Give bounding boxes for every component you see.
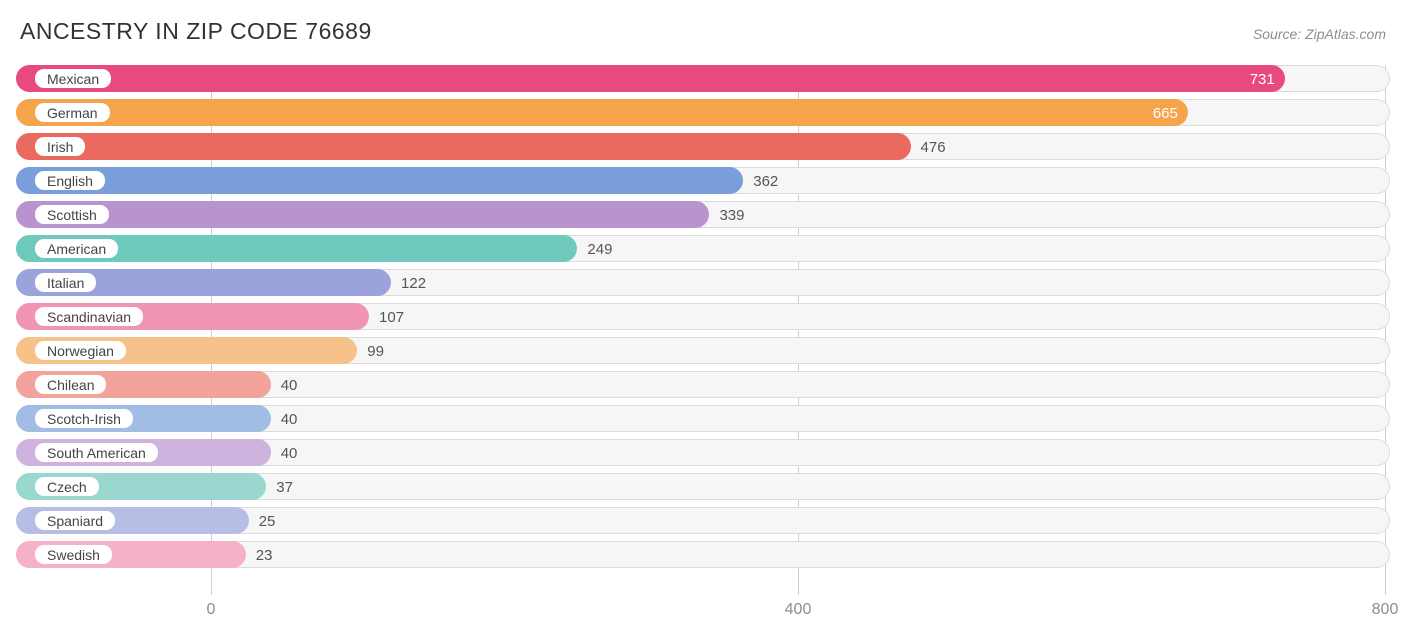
bar-value: 107 — [379, 304, 404, 331]
bar-label: Scotch-Irish — [35, 409, 133, 428]
bar-row: Scotch-Irish 40 — [16, 405, 1390, 432]
bar-value: 339 — [719, 202, 744, 229]
bar-value: 99 — [367, 338, 384, 365]
bar-row: Norwegian 99 — [16, 337, 1390, 364]
bar-row: Italian 122 — [16, 269, 1390, 296]
x-tick-label: 800 — [1372, 601, 1399, 619]
bar-label: American — [35, 239, 118, 258]
bar-value: 731 — [1250, 66, 1275, 93]
bar-row: South American 40 — [16, 439, 1390, 466]
bar-row: Irish 476 — [16, 133, 1390, 160]
bar — [16, 201, 709, 228]
bar-label: Irish — [35, 137, 85, 156]
bar-row: Czech 37 — [16, 473, 1390, 500]
bar-value: 665 — [1153, 100, 1178, 127]
bar-label: Swedish — [35, 545, 112, 564]
bar-label: Norwegian — [35, 341, 126, 360]
bar-label: English — [35, 171, 105, 190]
bar-label: Scottish — [35, 205, 109, 224]
bar — [16, 167, 743, 194]
bar-value: 40 — [281, 440, 298, 467]
bar — [16, 65, 1285, 92]
bar-label: Chilean — [35, 375, 106, 394]
bar-value: 362 — [753, 168, 778, 195]
bar-label: Italian — [35, 273, 96, 292]
bar-value: 122 — [401, 270, 426, 297]
bar-row: Spaniard 25 — [16, 507, 1390, 534]
bar-row: Swedish 23 — [16, 541, 1390, 568]
bar-value: 37 — [276, 474, 293, 501]
chart-area: Mexican 731 German 665 Irish 476 English 362 Sco… — [16, 65, 1390, 620]
bar-label: Mexican — [35, 69, 111, 88]
bar-value: 476 — [921, 134, 946, 161]
bar-label: Scandinavian — [35, 307, 143, 326]
x-tick-label: 0 — [207, 601, 216, 619]
chart-header: ANCESTRY IN ZIP CODE 76689 Source: ZipAt… — [16, 18, 1390, 45]
bar-value: 23 — [256, 542, 273, 569]
bar-label: Czech — [35, 477, 99, 496]
bar-row: Chilean 40 — [16, 371, 1390, 398]
bar-row: Scandinavian 107 — [16, 303, 1390, 330]
bar-value: 40 — [281, 406, 298, 433]
bar-row: Scottish 339 — [16, 201, 1390, 228]
bar-row: American 249 — [16, 235, 1390, 262]
bar-row: Mexican 731 — [16, 65, 1390, 92]
bar-label: German — [35, 103, 110, 122]
bar-value: 249 — [587, 236, 612, 263]
bar-value: 40 — [281, 372, 298, 399]
bar-row: English 362 — [16, 167, 1390, 194]
bar — [16, 99, 1188, 126]
chart-plot: Mexican 731 German 665 Irish 476 English 362 Sco… — [16, 65, 1390, 595]
bar-label: South American — [35, 443, 158, 462]
bar-row: German 665 — [16, 99, 1390, 126]
chart-title: ANCESTRY IN ZIP CODE 76689 — [20, 18, 372, 45]
bar-label: Spaniard — [35, 511, 115, 530]
bar — [16, 133, 911, 160]
x-tick-label: 400 — [785, 601, 812, 619]
bar-value: 25 — [259, 508, 276, 535]
chart-source: Source: ZipAtlas.com — [1253, 26, 1386, 42]
